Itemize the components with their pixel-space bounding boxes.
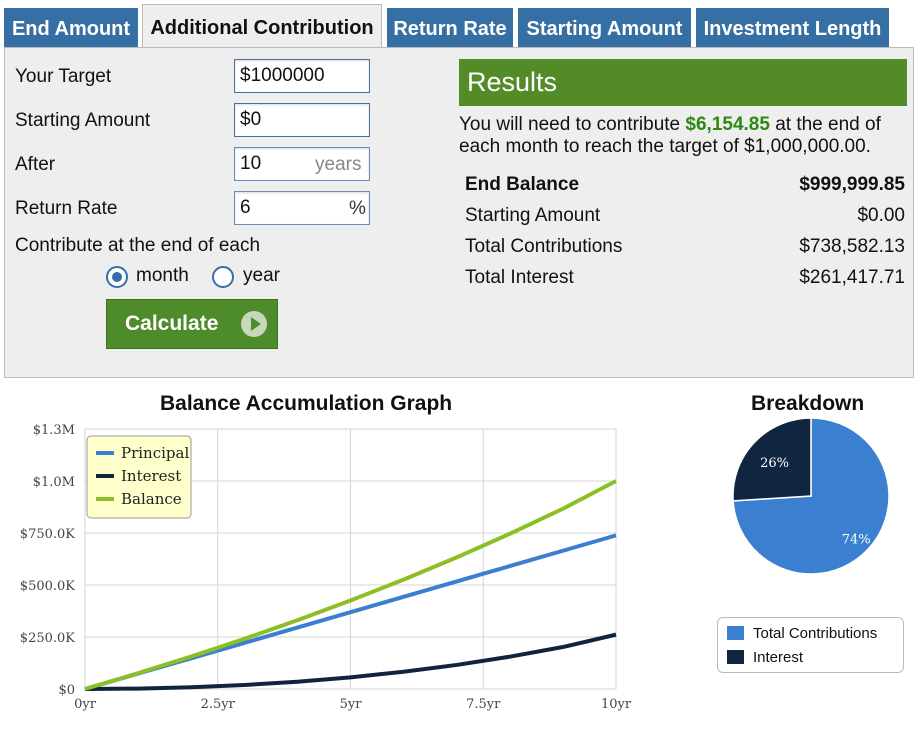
y-tick-label: $1.0M [33, 475, 75, 490]
legend-swatch-contributions [727, 626, 744, 640]
return-rate-input[interactable] [234, 191, 370, 225]
y-tick-label: $500.0K [20, 579, 75, 594]
contribute-label: Contribute at the end of each [15, 235, 261, 256]
x-tick-label: 2.5yr [201, 697, 236, 712]
legend-label: Principal [121, 444, 189, 462]
after-label: After [15, 154, 56, 175]
years-suffix: years [315, 154, 362, 175]
balance-accumulation-chart: $0 $250.0K $500.0K $750.0K $1.0M $1.3M 0yr 2.5y… [20, 423, 632, 712]
pie-slice-interest [732, 417, 812, 502]
pie-legend: Total Contributions Interest [717, 617, 904, 673]
month-radio[interactable] [106, 266, 128, 288]
series-line-interest [84, 632, 617, 691]
results-header: Results [459, 59, 907, 106]
starting-amount-label: Starting Amount [15, 110, 151, 131]
target-input[interactable] [234, 59, 370, 93]
y-tick-label: $1.3M [33, 423, 75, 438]
series-line-balance [84, 479, 617, 691]
tab-return-rate[interactable]: Return Rate [387, 8, 513, 50]
pie-value-label: 74% [842, 532, 871, 547]
x-tick-label: 10yr [601, 697, 632, 712]
tab-end-amount[interactable]: End Amount [4, 8, 138, 50]
month-option-label[interactable]: month [136, 265, 189, 286]
y-tick-label: $750.0K [20, 527, 75, 542]
starting-amount-input[interactable] [234, 103, 370, 137]
legend-total-contributions: Total Contributions [727, 625, 877, 642]
legend-swatch-interest [727, 650, 744, 664]
contribution-amount: $6,154.85 [685, 114, 770, 135]
return-rate-label: Return Rate [15, 198, 118, 219]
results-message: You will need to contribute $6,154.85 at… [459, 114, 881, 157]
line-chart-legend: Principal Interest Balance [86, 435, 192, 519]
percent-suffix: % [349, 198, 366, 219]
y-tick-label: $250.0K [20, 631, 75, 646]
year-option-label[interactable]: year [243, 265, 280, 286]
play-arrow-icon [241, 311, 267, 337]
legend-label: Interest [121, 467, 181, 485]
legend-label: Balance [121, 490, 182, 508]
x-tick-label: 7.5yr [466, 697, 501, 712]
tab-starting-amount[interactable]: Starting Amount [518, 8, 691, 50]
breakdown-title: Breakdown [751, 392, 865, 415]
x-tick-label: 0yr [74, 697, 97, 712]
breakdown-pie-chart: 74% 26% [732, 417, 890, 575]
tab-investment-length[interactable]: Investment Length [696, 8, 889, 50]
calculate-label: Calculate [125, 312, 219, 335]
target-label: Your Target [15, 66, 112, 87]
tab-additional-contribution[interactable]: Additional Contribution [142, 4, 382, 52]
y-tick-label: $0 [58, 683, 75, 698]
balance-chart-title: Balance Accumulation Graph [160, 392, 453, 415]
pie-value-label: 26% [760, 456, 789, 471]
years-input[interactable] [234, 147, 370, 181]
calculate-button[interactable]: Calculate [106, 299, 278, 349]
x-tick-label: 5yr [340, 697, 363, 712]
legend-interest: Interest [727, 649, 803, 666]
calculator-panel: Your Target Starting Amount After years … [4, 47, 914, 378]
year-radio[interactable] [212, 266, 234, 288]
